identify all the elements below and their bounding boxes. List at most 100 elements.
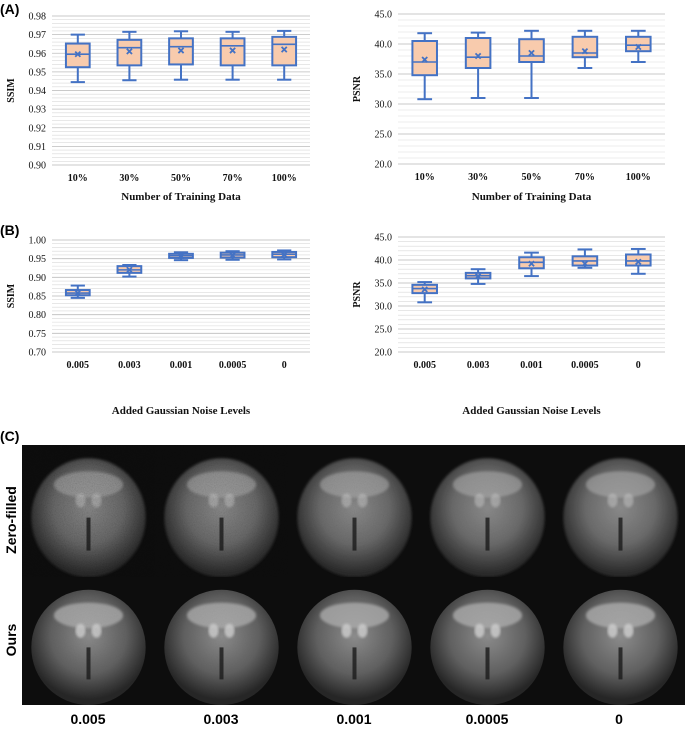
mean-marker: [474, 52, 482, 60]
mean-marker: [635, 43, 642, 51]
ventricle-left: [474, 623, 485, 638]
y-tick-label: 0.93: [29, 105, 47, 116]
y-tick-label: 0.90: [29, 161, 47, 172]
box-50%: [168, 30, 194, 81]
chart-b-ssim: 0.70 0.75 0.80 0.85 0.90 0.95 1.00 0.005 0.003 0.…: [6, 236, 310, 417]
x-tick-label: 30%: [468, 172, 488, 183]
y-tick-label: 45.0: [375, 10, 393, 21]
y-tick-label: 0.75: [29, 329, 47, 340]
mean-marker: [229, 47, 236, 54]
y-tick-label: 0.92: [29, 123, 47, 134]
box-30%: [464, 31, 492, 99]
bright-structure: [585, 602, 656, 629]
mri-image-grid: Zero-filled Ours 0.005 0.003 0.001 0.000…: [3, 445, 685, 727]
column-label-0.001: 0.001: [336, 711, 371, 727]
x-tick-label: 0.0005: [219, 360, 247, 371]
ventricle-left: [607, 623, 618, 638]
y-axis-label: PSNR: [352, 75, 363, 102]
mean-marker: [177, 47, 185, 54]
x-tick-label: 100%: [626, 172, 651, 183]
x-tick-label: 70%: [575, 172, 595, 183]
mean-marker: [581, 260, 589, 267]
reconstruction-image: [155, 577, 288, 706]
chart-b-psnr: 20.0 25.0 30.0 35.0 40.0 45.0 0.005 0.003 0.001 0…: [352, 233, 665, 417]
x-tick-label: 0: [636, 360, 641, 371]
box-70%: [219, 30, 246, 81]
y-tick-label: 30.0: [375, 302, 393, 313]
box-iqr: [571, 35, 599, 59]
noise-overlay: [22, 577, 155, 705]
y-tick-label: 0.90: [29, 273, 47, 284]
box-0: [625, 247, 652, 275]
reconstruction-image: [288, 577, 421, 706]
noise-overlay: [421, 445, 554, 577]
noise-overlay: [554, 577, 685, 705]
mean-marker: [126, 266, 133, 274]
y-tick-label: 35.0: [375, 70, 393, 81]
noise-overlay: [288, 577, 421, 705]
reconstruction-image: [421, 577, 554, 706]
y-tick-label: 0.95: [29, 67, 47, 78]
box-iqr: [625, 35, 652, 53]
box-100%: [625, 29, 652, 63]
y-tick-label: 20.0: [375, 160, 393, 171]
mean-marker: [74, 50, 82, 58]
x-tick-label: 0.001: [520, 360, 543, 371]
mean-marker: [528, 260, 535, 267]
chart-a-ssim: 0.90 0.91 0.92 0.93 0.94 0.95 0.96 0.97 0.98 10% 3…: [6, 12, 310, 203]
x-tick-label: 10%: [68, 173, 88, 184]
mean-marker: [581, 47, 589, 55]
noise-overlay: [421, 577, 554, 705]
midline: [618, 647, 623, 680]
y-tick-label: 30.0: [375, 100, 393, 111]
panel-label-a: (A): [0, 1, 19, 17]
box-0.003: [116, 264, 143, 278]
column-label-0.003: 0.003: [203, 711, 238, 727]
mean-marker: [528, 49, 535, 57]
x-tick-label: 0.005: [413, 360, 436, 371]
column-label-0.0005: 0.0005: [466, 711, 509, 727]
y-tick-label: 45.0: [375, 233, 393, 244]
mean-marker: [280, 251, 288, 258]
y-tick-label: 25.0: [375, 130, 393, 141]
x-tick-label: 0.001: [170, 360, 193, 371]
mean-marker: [421, 56, 428, 63]
panel-label-c: (C): [0, 428, 19, 444]
zero-filled-image: [155, 445, 288, 577]
x-tick-label: 70%: [223, 173, 243, 184]
mean-marker: [229, 252, 236, 259]
mean-marker: [421, 286, 428, 293]
zero-filled-image: [421, 445, 554, 577]
noise-overlay: [554, 445, 685, 577]
box-0.003: [464, 268, 492, 285]
x-axis-label: Added Gaussian Noise Levels: [462, 405, 601, 417]
box-0: [271, 249, 298, 261]
y-axis-label: SSIM: [6, 283, 17, 308]
box-0.005: [411, 281, 438, 304]
x-tick-label: 0.003: [118, 360, 141, 371]
reconstruction-image: [554, 577, 685, 706]
bright-structure: [452, 602, 523, 629]
row-label-ours: Ours: [3, 623, 19, 656]
box-10%: [411, 32, 438, 101]
y-tick-label: 0.95: [29, 254, 47, 265]
ventricle-right: [623, 623, 634, 638]
box-iqr: [411, 40, 438, 77]
zero-filled-image: [22, 445, 155, 577]
y-tick-label: 40.0: [375, 256, 393, 267]
box-iqr: [464, 37, 492, 69]
box-0.001: [518, 251, 545, 278]
x-tick-label: 0: [282, 360, 287, 371]
y-tick-label: 0.80: [29, 310, 47, 321]
x-tick-label: 10%: [415, 172, 435, 183]
reconstruction-image: [22, 577, 155, 706]
x-tick-label: 0.003: [467, 360, 490, 371]
box-10%: [64, 33, 91, 84]
y-tick-label: 0.94: [29, 86, 47, 97]
column-label-0.005: 0.005: [70, 711, 105, 727]
noise-overlay: [155, 577, 288, 705]
y-tick-label: 0.85: [29, 292, 47, 303]
panel-label-b: (B): [0, 222, 19, 238]
y-tick-label: 25.0: [375, 325, 393, 336]
